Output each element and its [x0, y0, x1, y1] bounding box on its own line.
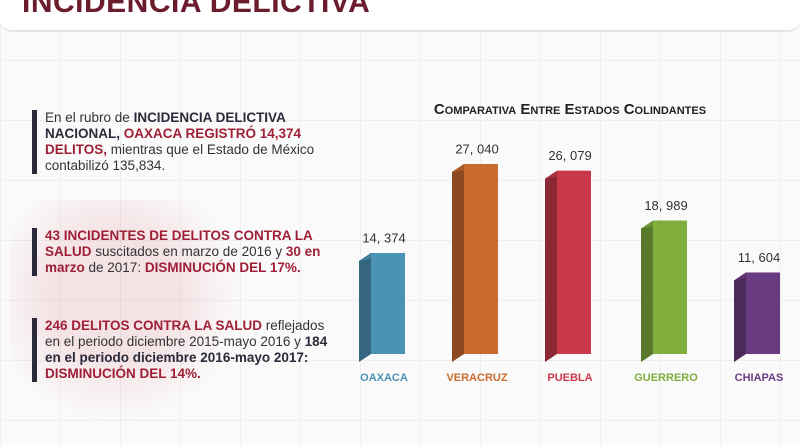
note-text: OAXACA REGISTRÓ: [120, 126, 260, 141]
x-tick-label: CHIAPAS: [735, 372, 784, 384]
note-text: reflejados en el periodo diciembre 2015-…: [45, 318, 325, 349]
bar: [464, 164, 498, 354]
bar-side: [359, 252, 371, 362]
value-label: 26, 079: [548, 148, 591, 163]
note: En el rubro de INCIDENCIA DELICTIVA NACI…: [32, 110, 335, 174]
note-text: suscitados en marzo de 2016 y: [91, 244, 286, 259]
page-title: INCIDENCIA DELICTIVA: [22, 0, 371, 19]
bar-side: [545, 170, 557, 362]
note: 246 DELITOS CONTRA LA SALUD reflejados e…: [32, 318, 335, 382]
note-text: mientras que el Estado de México contabi…: [45, 142, 315, 173]
x-tick-label: GUERRERO: [634, 372, 698, 384]
note: 43 INCIDENTES DE DELITOS CONTRA LA SALUD…: [32, 228, 335, 276]
note-text: 246 DELITOS CONTRA LA SALUD: [45, 318, 263, 333]
value-label: 18, 989: [644, 198, 687, 213]
bar-side: [734, 272, 746, 362]
value-label: 11, 604: [738, 250, 780, 265]
note-text: 43 INCIDENTES DE DELITOS CONTRA LA SALUD: [45, 228, 313, 259]
decoration: [10, 200, 270, 440]
x-tick-label: VERACRUZ: [446, 372, 507, 384]
note-text: DISMINUCIÓN DEL 14%.: [45, 366, 201, 381]
bar-side: [641, 220, 653, 362]
bar: [653, 220, 687, 354]
bar-side: [452, 164, 464, 362]
note-text: 184 en el periodo diciembre 2016-mayo 20…: [45, 334, 328, 365]
note-text: INCIDENCIA DELICTIVA NACIONAL,: [45, 110, 286, 141]
bar: [371, 252, 405, 354]
chart-title: Comparativa Entre Estados Colindantes: [434, 101, 706, 118]
note-text: 30 en marzo: [45, 244, 321, 275]
x-tick-label: PUEBLA: [547, 372, 592, 384]
bar: [746, 272, 780, 354]
header: INCIDENCIA DELICTIVA: [0, 0, 800, 32]
x-tick-label: OAXACA: [360, 372, 408, 384]
note-text: 14,374 DELITOS,: [45, 126, 302, 157]
value-label: 14, 374: [362, 230, 405, 245]
bar: [557, 170, 591, 354]
note-text: En el rubro de: [45, 110, 134, 125]
note-text: DISMINUCIÓN DEL 17%.: [144, 260, 301, 275]
value-label: 27, 040: [455, 141, 498, 156]
note-text: de 2017:: [84, 260, 145, 275]
